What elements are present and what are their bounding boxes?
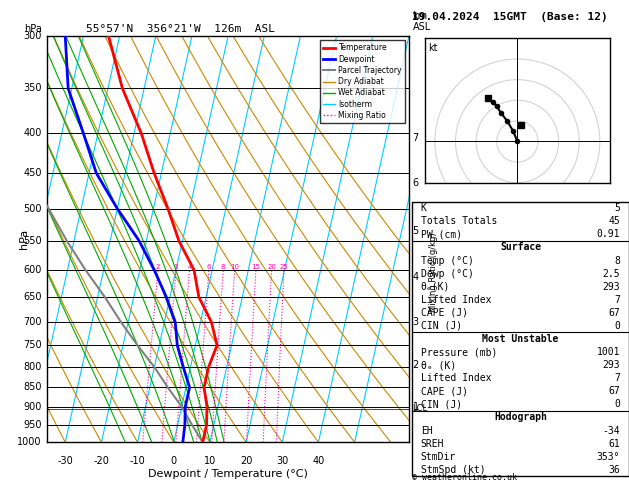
Text: 55°57'N  356°21'W  126m  ASL: 55°57'N 356°21'W 126m ASL xyxy=(87,24,276,35)
Text: LCL: LCL xyxy=(413,404,428,413)
Text: 5: 5 xyxy=(615,203,620,213)
Text: © weatheronline.co.uk: © weatheronline.co.uk xyxy=(412,473,517,482)
Text: StmDir: StmDir xyxy=(421,451,456,462)
Text: -34: -34 xyxy=(603,426,620,435)
Legend: Temperature, Dewpoint, Parcel Trajectory, Dry Adiabat, Wet Adiabat, Isotherm, Mi: Temperature, Dewpoint, Parcel Trajectory… xyxy=(320,40,405,123)
Text: 950: 950 xyxy=(23,420,42,430)
Text: CAPE (J): CAPE (J) xyxy=(421,308,468,318)
Text: -30: -30 xyxy=(57,456,73,467)
Text: 850: 850 xyxy=(23,382,42,393)
Text: 1: 1 xyxy=(413,402,418,412)
Text: hPa: hPa xyxy=(24,24,42,35)
Text: K: K xyxy=(421,203,426,213)
Text: 900: 900 xyxy=(23,402,42,412)
Text: 1000: 1000 xyxy=(17,437,42,447)
Text: 20: 20 xyxy=(267,264,276,270)
Text: 5: 5 xyxy=(413,226,419,236)
Text: Surface: Surface xyxy=(500,243,541,252)
Text: 6: 6 xyxy=(207,264,211,270)
Text: Hodograph: Hodograph xyxy=(494,413,547,422)
Text: Temp (°C): Temp (°C) xyxy=(421,256,474,265)
Text: 3: 3 xyxy=(174,264,179,270)
Text: 8: 8 xyxy=(221,264,226,270)
Text: 67: 67 xyxy=(609,386,620,396)
Text: 300: 300 xyxy=(23,32,42,41)
Text: PW (cm): PW (cm) xyxy=(421,229,462,240)
Text: 0.91: 0.91 xyxy=(597,229,620,240)
Text: -10: -10 xyxy=(130,456,145,467)
Text: 19.04.2024  15GMT  (Base: 12): 19.04.2024 15GMT (Base: 12) xyxy=(412,12,608,22)
Text: 20: 20 xyxy=(240,456,252,467)
Text: EH: EH xyxy=(421,426,432,435)
Text: 40: 40 xyxy=(313,456,325,467)
Text: 0: 0 xyxy=(170,456,177,467)
Text: 61: 61 xyxy=(609,438,620,449)
Text: 400: 400 xyxy=(23,128,42,139)
Text: Dewp (°C): Dewp (°C) xyxy=(421,269,474,278)
Text: 10: 10 xyxy=(204,456,216,467)
Text: CAPE (J): CAPE (J) xyxy=(421,386,468,396)
Text: 7: 7 xyxy=(615,295,620,305)
Text: 7: 7 xyxy=(615,373,620,383)
Text: Totals Totals: Totals Totals xyxy=(421,216,497,226)
Text: 25: 25 xyxy=(280,264,288,270)
Text: 6: 6 xyxy=(413,178,418,189)
Text: Lifted Index: Lifted Index xyxy=(421,295,491,305)
Text: 7: 7 xyxy=(413,133,419,142)
Text: hPa: hPa xyxy=(19,229,29,249)
Text: Dewpoint / Temperature (°C): Dewpoint / Temperature (°C) xyxy=(148,469,308,479)
Text: 0: 0 xyxy=(615,321,620,331)
Text: 36: 36 xyxy=(609,465,620,475)
Text: 750: 750 xyxy=(23,340,42,350)
Text: θₑ (K): θₑ (K) xyxy=(421,360,456,370)
Text: 600: 600 xyxy=(23,265,42,275)
Text: 650: 650 xyxy=(23,292,42,302)
Text: 550: 550 xyxy=(23,236,42,246)
Text: kt: kt xyxy=(428,43,438,53)
Text: CIN (J): CIN (J) xyxy=(421,399,462,409)
Text: 293: 293 xyxy=(603,360,620,370)
Text: StmSpd (kt): StmSpd (kt) xyxy=(421,465,486,475)
Text: 8: 8 xyxy=(615,256,620,265)
Text: 0: 0 xyxy=(615,399,620,409)
Text: θₑ(K): θₑ(K) xyxy=(421,282,450,292)
Text: Most Unstable: Most Unstable xyxy=(482,334,559,344)
Text: 67: 67 xyxy=(609,308,620,318)
Text: 800: 800 xyxy=(23,362,42,372)
Text: 1001: 1001 xyxy=(597,347,620,357)
Text: 45: 45 xyxy=(609,216,620,226)
Text: 700: 700 xyxy=(23,317,42,327)
Text: 350: 350 xyxy=(23,84,42,93)
Text: 2.5: 2.5 xyxy=(603,269,620,278)
Text: CIN (J): CIN (J) xyxy=(421,321,462,331)
Text: 15: 15 xyxy=(252,264,260,270)
Text: 500: 500 xyxy=(23,204,42,214)
Text: 4: 4 xyxy=(413,272,418,282)
Text: Mixing Ratio (g/kg): Mixing Ratio (g/kg) xyxy=(429,232,438,312)
Text: 2: 2 xyxy=(413,360,419,370)
Text: 3: 3 xyxy=(413,317,418,327)
Text: km
ASL: km ASL xyxy=(413,11,431,33)
Text: 30: 30 xyxy=(276,456,288,467)
Text: 293: 293 xyxy=(603,282,620,292)
Text: Lifted Index: Lifted Index xyxy=(421,373,491,383)
Text: 2: 2 xyxy=(156,264,160,270)
Text: 10: 10 xyxy=(230,264,239,270)
Text: -20: -20 xyxy=(94,456,109,467)
Text: 4: 4 xyxy=(187,264,192,270)
Text: SREH: SREH xyxy=(421,438,444,449)
Text: Pressure (mb): Pressure (mb) xyxy=(421,347,497,357)
Text: 450: 450 xyxy=(23,168,42,178)
Text: 353°: 353° xyxy=(597,451,620,462)
